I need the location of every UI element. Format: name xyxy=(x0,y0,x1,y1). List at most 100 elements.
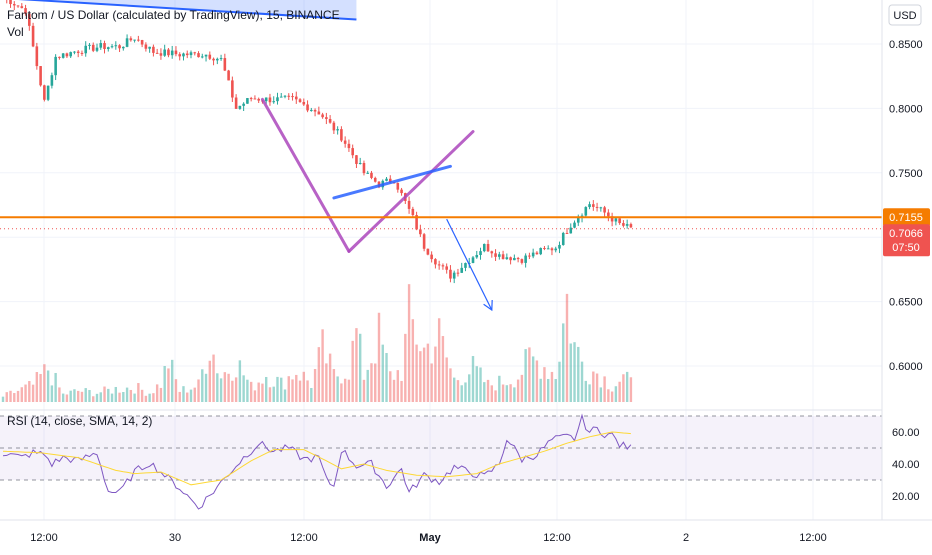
volume-bar xyxy=(385,353,388,402)
volume-bar xyxy=(400,380,403,402)
volume-bar xyxy=(535,360,539,402)
candle-body xyxy=(91,44,95,51)
volume-bar xyxy=(554,379,557,402)
rsi-panel xyxy=(0,415,882,481)
candle-body xyxy=(313,109,317,112)
volume-bar xyxy=(201,369,204,402)
volume-bar xyxy=(588,384,591,402)
candle-body xyxy=(144,44,148,49)
volume-bar xyxy=(550,371,554,402)
candle-body xyxy=(12,4,16,6)
candle-body xyxy=(576,217,580,223)
volume-bar xyxy=(129,389,133,402)
projection-arrow-head xyxy=(483,299,493,312)
candle-body xyxy=(554,248,558,251)
volume-bar xyxy=(524,349,527,402)
rsi-axis[interactable]: 60.00 40.00 20.00 xyxy=(892,427,920,503)
candle-body xyxy=(325,117,328,119)
candle-body xyxy=(385,178,388,181)
candle-body xyxy=(174,50,178,55)
candle-body xyxy=(137,39,140,41)
volume-bar xyxy=(404,333,407,402)
volume-bar xyxy=(539,378,542,402)
candle-body xyxy=(167,49,170,56)
channel-lower-line xyxy=(18,0,357,21)
volume-bar xyxy=(355,328,358,402)
price-tick-label: 0.8500 xyxy=(889,39,923,51)
volume-bar xyxy=(58,387,61,402)
candle-body xyxy=(238,105,242,109)
volume-bar xyxy=(265,376,268,402)
volume-bar xyxy=(366,369,369,402)
volume-bar xyxy=(280,377,283,402)
candle-body xyxy=(340,129,343,141)
volume-bar xyxy=(460,385,463,402)
volume-bar xyxy=(257,382,260,402)
candle-body xyxy=(122,46,125,49)
candle-body xyxy=(170,50,174,56)
candle-body xyxy=(501,254,505,260)
candle-body xyxy=(231,80,234,98)
volume-bar xyxy=(516,379,520,402)
volume-bar xyxy=(629,377,633,402)
volume-bars xyxy=(1,284,633,402)
candle-body xyxy=(494,253,497,257)
candle-body xyxy=(584,207,588,216)
volume-bar xyxy=(340,383,343,402)
volume-bar xyxy=(291,379,294,402)
volume-bar xyxy=(328,353,332,402)
candle-body xyxy=(610,216,614,222)
time-axis[interactable]: 12:00 30 12:00 May 12:00 2 12:00 xyxy=(30,532,827,544)
volume-bar xyxy=(362,379,366,402)
volume-bar xyxy=(313,368,317,402)
candle-body xyxy=(355,155,358,164)
time-tick-label: 30 xyxy=(169,532,181,544)
volume-bar xyxy=(513,387,516,402)
volume-bar xyxy=(468,374,471,402)
candle-body xyxy=(31,25,35,47)
horizontal-price-line[interactable] xyxy=(0,216,882,230)
volume-bar xyxy=(46,370,50,402)
candle-body xyxy=(400,189,403,194)
candle-body xyxy=(253,98,257,100)
candle-body xyxy=(358,162,362,164)
volume-bar xyxy=(381,344,384,402)
candle-body xyxy=(310,109,313,111)
candle-body xyxy=(118,45,121,49)
volume-bar xyxy=(163,366,166,402)
volume-bar xyxy=(295,374,298,402)
volume-bar xyxy=(592,371,595,402)
candle-body xyxy=(332,122,336,131)
candle-body xyxy=(362,162,366,174)
volume-legend: Vol xyxy=(7,25,24,39)
volume-bar xyxy=(501,384,505,402)
currency-button[interactable]: USD xyxy=(888,4,922,26)
volume-bar xyxy=(20,387,23,402)
candle-body xyxy=(46,85,50,100)
volume-bar xyxy=(622,374,625,402)
candle-body xyxy=(287,95,291,97)
volume-bar xyxy=(242,375,245,402)
volume-bar xyxy=(325,363,328,402)
candle-body xyxy=(486,243,490,252)
candle-body xyxy=(35,46,39,67)
candle-body xyxy=(9,0,12,5)
triangle-upper-line xyxy=(332,164,452,200)
candle-body xyxy=(520,259,524,263)
time-tick-label: 12:00 xyxy=(799,532,827,544)
time-tick-label: 12:00 xyxy=(30,532,58,544)
volume-bar xyxy=(317,347,321,402)
volume-bar xyxy=(16,390,20,402)
candle-body xyxy=(227,70,230,81)
candle-body xyxy=(178,54,182,57)
volume-bar xyxy=(234,377,238,402)
candle-body xyxy=(114,45,118,47)
candle-body xyxy=(242,103,245,106)
rsi-sma-line xyxy=(2,431,631,486)
candle-body xyxy=(264,97,268,102)
candle-body xyxy=(294,96,298,100)
volume-bar xyxy=(5,392,8,402)
volume-bar xyxy=(261,383,264,402)
